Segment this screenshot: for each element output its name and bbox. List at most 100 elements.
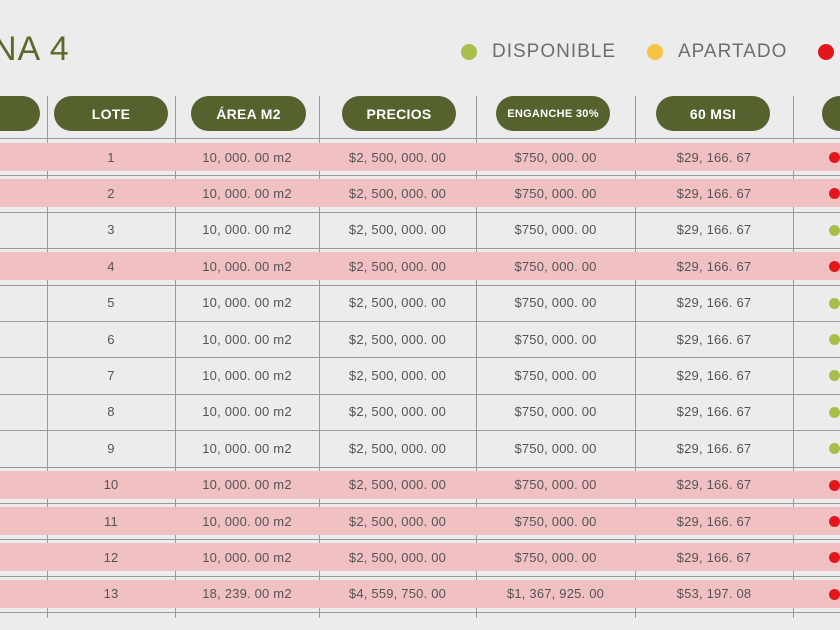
status-dot-icon: [461, 44, 477, 60]
column-divider: [175, 96, 176, 618]
cell-lote: 7: [107, 367, 115, 383]
row-divider: [0, 466, 840, 468]
table-row: 10 10, 000. 00 m2 $2, 500, 000. 00 $750, 00…: [0, 467, 840, 503]
cell-msi: $29, 166. 67: [676, 440, 752, 456]
column-divider: [635, 96, 636, 618]
row-divider: [0, 612, 840, 614]
cell-precio: $4, 559, 750. 00: [348, 586, 447, 602]
table-row: 1 10, 000. 00 m2 $2, 500, 000. 00 $750, 000…: [0, 139, 840, 175]
cell-enganche: $750, 000. 00: [514, 513, 597, 529]
row-divider: [0, 321, 840, 322]
header-area: ÁREA M2: [191, 96, 306, 131]
row-divider: [0, 503, 840, 504]
table-row: 13 18, 239. 00 m2 $4, 559, 750. 00 $1, 367,…: [0, 576, 840, 612]
status-dot-icon: [829, 224, 840, 236]
column-divider: [319, 96, 320, 618]
cell-precio: $2, 500, 000. 00: [348, 549, 447, 565]
header-divider: [0, 138, 840, 139]
status-dot-icon: [829, 334, 840, 345]
table-row: 8 10, 000. 00 m2 $2, 500, 000. 00 $750, 000…: [0, 394, 840, 430]
cell-area: 10, 000. 00 m2: [202, 404, 292, 420]
cell-enganche: $750, 000. 00: [514, 440, 597, 456]
cell-precio: $2, 500, 000. 00: [348, 258, 447, 274]
cell-precio: $2, 500, 000. 00: [348, 367, 447, 383]
table-row: 2 10, 000. 00 m2 $2, 500, 000. 00 $750, 000…: [0, 175, 840, 211]
header-enganche: ENGANCHE 30%: [496, 96, 610, 131]
status-dot-icon: [647, 44, 663, 60]
row-highlight: [0, 507, 840, 535]
legend-item-apartado: APARTADO: [647, 38, 787, 66]
status-dot-icon: [829, 443, 840, 455]
cell-msi: $29, 166. 67: [676, 222, 752, 238]
cell-msi: $29, 166. 67: [676, 149, 752, 165]
cell-area: 10, 000. 00 m2: [202, 222, 292, 238]
cell-area: 10, 000. 00 m2: [202, 258, 292, 274]
cell-msi: $29, 166. 67: [676, 513, 752, 529]
column-divider: [476, 96, 477, 618]
cell-enganche: $750, 000. 00: [514, 549, 597, 565]
cell-precio: $2, 500, 000. 00: [348, 185, 447, 201]
status-dot-icon: [829, 406, 840, 418]
cell-msi: $29, 166. 67: [676, 185, 752, 201]
column-divider: [793, 96, 794, 618]
cell-msi: $53, 197. 08: [676, 586, 752, 602]
cell-enganche: $750, 000. 00: [514, 258, 597, 274]
cell-enganche: $750, 000. 00: [514, 477, 597, 493]
row-highlight: [0, 143, 840, 171]
cell-precio: $2, 500, 000. 00: [348, 477, 447, 493]
table-row: 6 10, 000. 00 m2 $2, 500, 000. 00 $750, 000…: [0, 321, 840, 357]
status-dot-icon: [829, 297, 840, 309]
cell-lote: 4: [107, 258, 115, 274]
table-row: 9 10, 000. 00 m2 $2, 500, 000. 00 $750, 000…: [0, 430, 840, 466]
cell-lote: 1: [107, 149, 115, 165]
cell-msi: $29, 166. 67: [676, 258, 752, 274]
cell-area: 10, 000. 00 m2: [202, 440, 292, 456]
cell-msi: $29, 166. 67: [676, 549, 752, 565]
row-divider: [0, 211, 840, 213]
legend-item-disponible: DISPONIBLE: [461, 38, 616, 66]
table-row: 5 10, 000. 00 m2 $2, 500, 000. 00 $750, 000…: [0, 285, 840, 321]
cell-area: 18, 239. 00 m2: [202, 586, 292, 602]
cell-enganche: $1, 367, 925. 00: [506, 586, 605, 602]
row-divider: [0, 175, 840, 177]
row-divider: [0, 430, 840, 432]
table-row: 7 10, 000. 00 m2 $2, 500, 000. 00 $750, 000…: [0, 357, 840, 393]
table-row: 3 10, 000. 00 m2 $2, 500, 000. 00 $750, 000…: [0, 212, 840, 248]
legend-label: DISPONIBLE: [492, 41, 617, 62]
cell-enganche: $750, 000. 00: [514, 222, 597, 238]
row-highlight: [0, 543, 840, 572]
status-dot-icon: [829, 479, 840, 491]
cell-enganche: $750, 000. 00: [514, 404, 597, 420]
header-status-partial: [822, 96, 840, 131]
cell-enganche: $750, 000. 00: [514, 185, 597, 201]
cell-msi: $29, 166. 67: [676, 477, 752, 493]
row-divider: [0, 357, 840, 359]
cell-lote: 8: [107, 404, 115, 420]
status-dot-icon: [829, 552, 840, 564]
cell-msi: $29, 166. 67: [676, 331, 752, 347]
cell-msi: $29, 166. 67: [676, 404, 752, 420]
cell-precio: $2, 500, 000. 00: [348, 331, 447, 347]
cell-lote: 5: [107, 295, 115, 311]
cell-precio: $2, 500, 000. 00: [348, 513, 447, 529]
cell-area: 10, 000. 00 m2: [202, 185, 292, 201]
status-dot-icon: [829, 516, 840, 527]
cell-lote: 2: [107, 185, 115, 201]
legend-item-vendido: [818, 38, 834, 66]
cell-area: 10, 000. 00 m2: [202, 549, 292, 565]
cell-lote: 11: [104, 513, 118, 529]
cell-enganche: $750, 000. 00: [514, 149, 597, 165]
status-dot-icon: [829, 188, 840, 200]
row-highlight: [0, 179, 840, 208]
row-divider: [0, 248, 840, 250]
cell-lote: 10: [103, 477, 119, 493]
cell-precio: $2, 500, 000. 00: [348, 295, 447, 311]
row-divider: [0, 575, 840, 577]
status-dot-icon: [829, 370, 840, 382]
cell-area: 10, 000. 00 m2: [202, 513, 292, 529]
cell-msi: $29, 166. 67: [676, 295, 752, 311]
table-row: 4 10, 000. 00 m2 $2, 500, 000. 00 $750, 000…: [0, 248, 840, 284]
cell-enganche: $750, 000. 00: [514, 331, 597, 347]
cell-precio: $2, 500, 000. 00: [348, 222, 447, 238]
header-partial-left: [0, 96, 40, 131]
